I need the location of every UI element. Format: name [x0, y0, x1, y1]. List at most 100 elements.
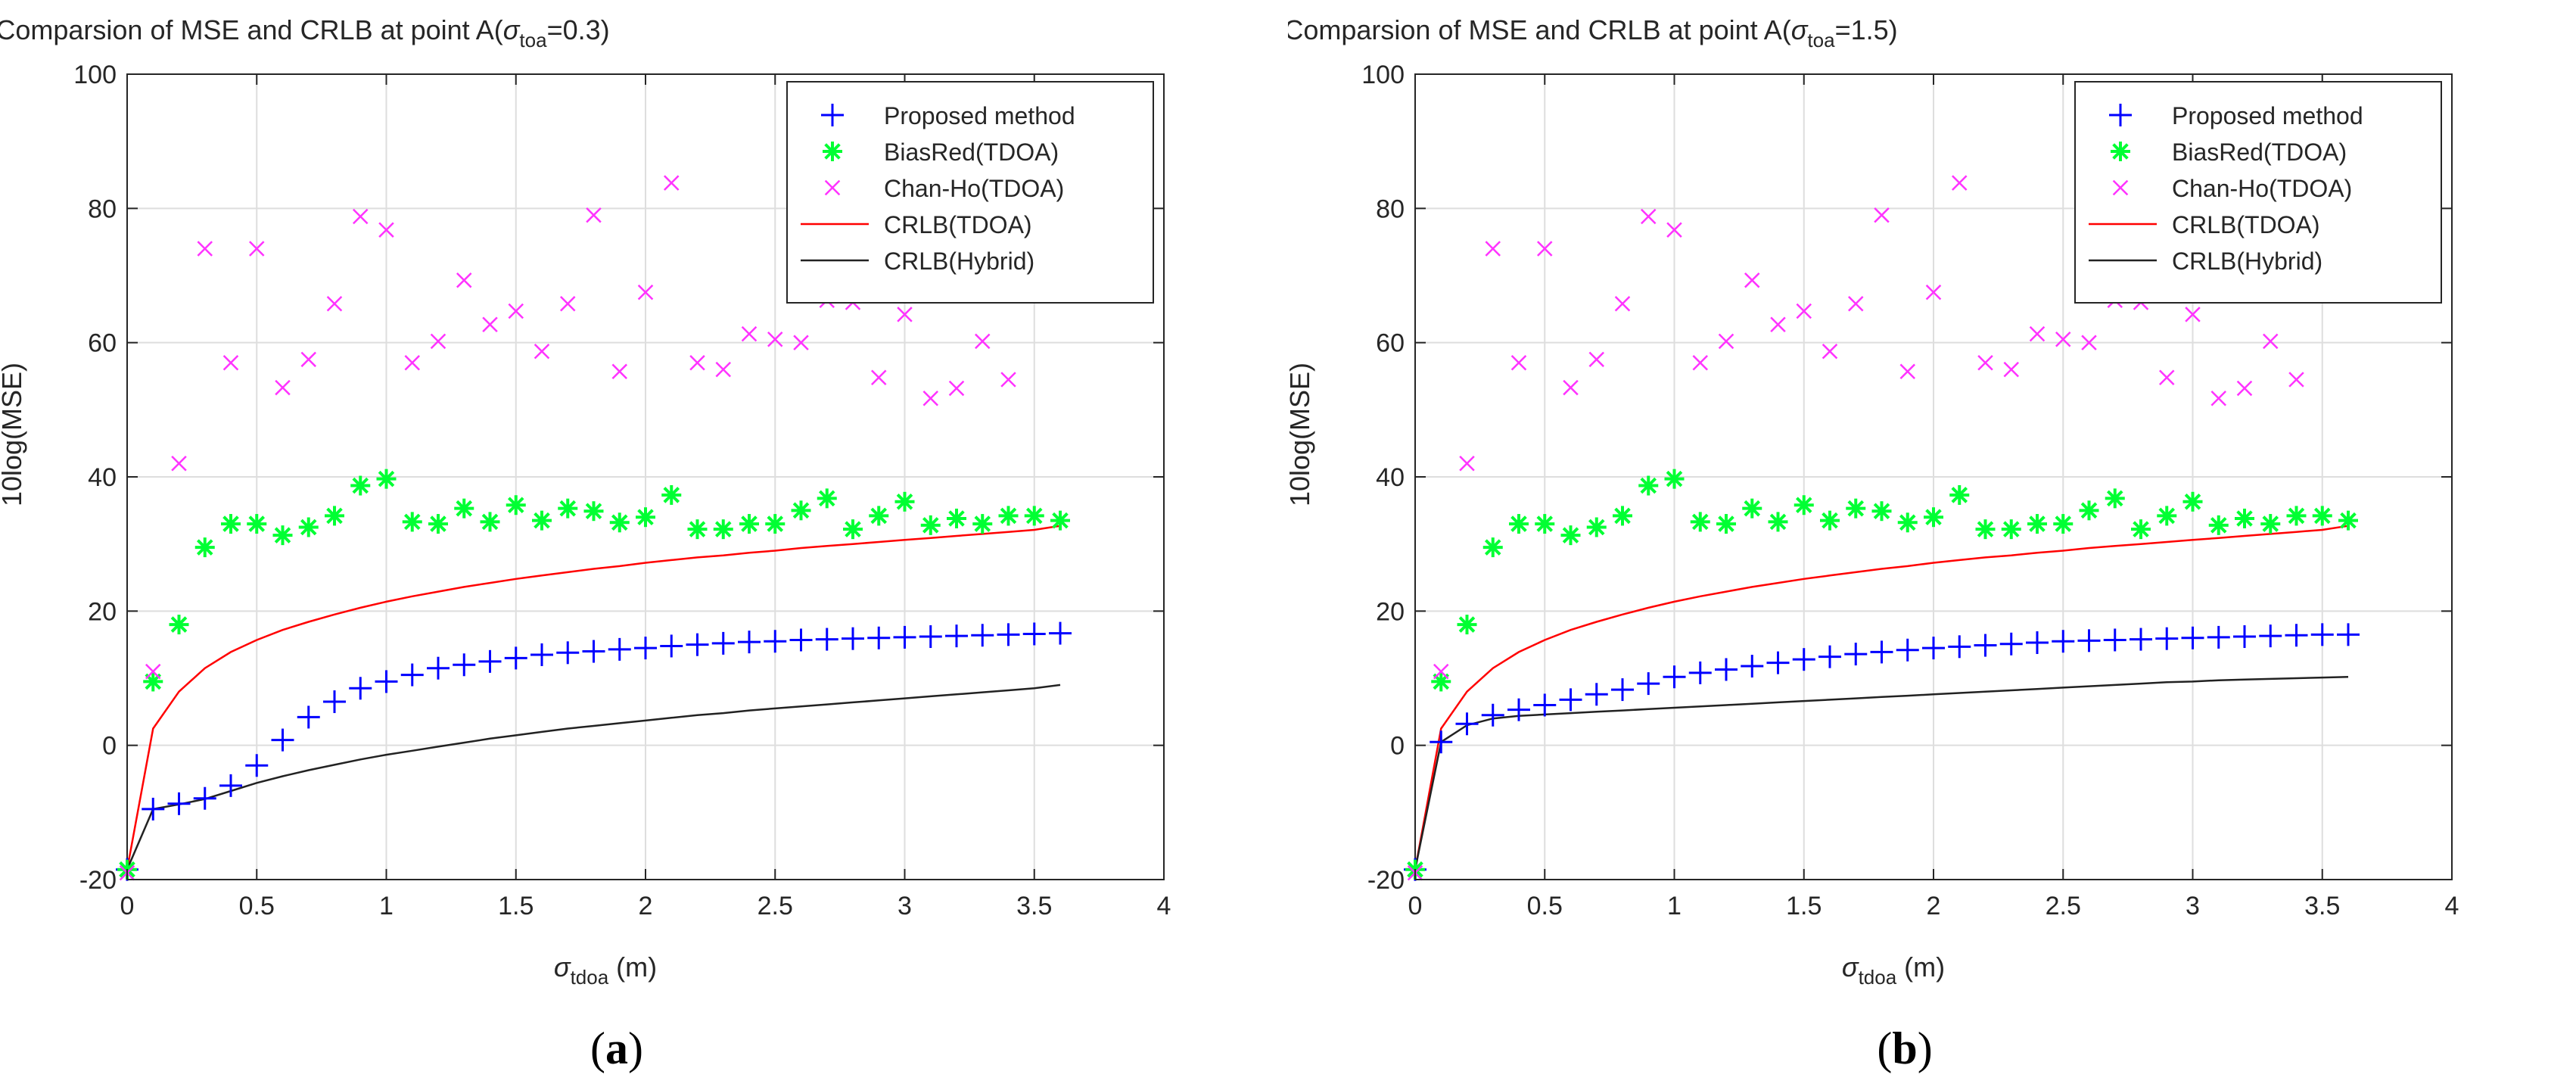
- point-biasred-tdoa: [376, 469, 397, 489]
- point-biasred-tdoa: [143, 671, 163, 692]
- legend-label: CRLB(TDOA): [884, 211, 1032, 238]
- point-proposed-method: [842, 627, 864, 650]
- point-biasred-tdoa: [1742, 498, 1762, 519]
- legend-marker-biasred-tdoa: [2111, 142, 2130, 161]
- point-biasred-tdoa: [221, 514, 241, 534]
- point-biasred-tdoa: [506, 495, 526, 515]
- point-proposed-method: [1585, 683, 1608, 706]
- point-chan-ho-tdoa: [300, 351, 316, 368]
- point-proposed-method: [297, 705, 320, 729]
- point-chan-ho-tdoa: [326, 295, 343, 312]
- point-proposed-method: [2337, 623, 2360, 646]
- point-chan-ho-tdoa: [222, 355, 239, 371]
- point-chan-ho-tdoa: [1588, 351, 1604, 368]
- point-biasred-tdoa: [454, 498, 474, 519]
- point-proposed-method: [919, 625, 942, 649]
- x-tick-label: 2.5: [758, 892, 793, 920]
- point-biasred-tdoa: [661, 484, 682, 505]
- point-proposed-method: [1611, 678, 1634, 702]
- point-biasred-tdoa: [1690, 512, 1710, 532]
- point-chan-ho-tdoa: [2029, 325, 2046, 342]
- point-chan-ho-tdoa: [637, 284, 654, 301]
- x-tick-label: 0: [120, 892, 135, 920]
- point-proposed-method: [2285, 624, 2308, 647]
- point-chan-ho-tdoa: [1744, 272, 1760, 288]
- point-proposed-method: [608, 637, 631, 661]
- point-proposed-method: [660, 634, 683, 658]
- x-tick-label: 1.5: [1786, 892, 1822, 920]
- point-chan-ho-tdoa: [197, 241, 213, 257]
- point-biasred-tdoa: [1716, 514, 1736, 534]
- point-chan-ho-tdoa: [1874, 207, 1890, 223]
- point-proposed-method: [1922, 637, 1945, 660]
- point-chan-ho-tdoa: [922, 391, 938, 406]
- point-proposed-method: [789, 628, 813, 652]
- point-chan-ho-tdoa: [2159, 369, 2175, 386]
- point-chan-ho-tdoa: [1537, 241, 1553, 257]
- point-proposed-method: [1741, 655, 1764, 678]
- point-chan-ho-tdoa: [611, 363, 627, 380]
- point-chan-ho-tdoa: [145, 663, 161, 680]
- point-proposed-method: [219, 774, 242, 797]
- point-biasred-tdoa: [1535, 514, 1555, 534]
- point-biasred-tdoa: [1482, 537, 1503, 558]
- point-chan-ho-tdoa: [430, 333, 446, 350]
- y-tick-label: 100: [73, 61, 117, 89]
- point-chan-ho-tdoa: [378, 222, 394, 238]
- point-biasred-tdoa: [765, 514, 786, 534]
- chart-panel-a: Comparsion of MSE and CRLB at point A(σt…: [0, 14, 1171, 1073]
- y-tick-label: 60: [1376, 329, 1405, 358]
- point-proposed-method: [2233, 625, 2256, 649]
- point-proposed-method: [245, 754, 269, 777]
- point-chan-ho-tdoa: [1614, 295, 1631, 312]
- chart-title: Comparsion of MSE and CRLB at point A(σt…: [0, 14, 610, 51]
- point-biasred-tdoa: [739, 514, 759, 534]
- point-biasred-tdoa: [2312, 506, 2332, 526]
- y-tick-label: 40: [88, 463, 117, 492]
- point-biasred-tdoa: [2260, 514, 2281, 534]
- point-proposed-method: [997, 623, 1020, 646]
- point-chan-ho-tdoa: [1485, 241, 1501, 257]
- point-biasred-tdoa: [350, 475, 371, 496]
- point-proposed-method: [867, 626, 891, 649]
- legend-box: [2074, 81, 2442, 304]
- point-biasred-tdoa: [1457, 615, 1477, 635]
- point-biasred-tdoa: [1768, 512, 1788, 532]
- x-tick-label: 1.5: [498, 892, 534, 920]
- point-chan-ho-tdoa: [2081, 335, 2097, 350]
- point-biasred-tdoa: [1431, 671, 1451, 692]
- point-proposed-method: [764, 630, 787, 653]
- y-tick-label: 100: [1361, 61, 1405, 89]
- point-chan-ho-tdoa: [1925, 284, 1942, 301]
- point-proposed-method: [1688, 661, 1712, 684]
- legend-box: [786, 81, 1154, 304]
- point-biasred-tdoa: [2208, 515, 2229, 535]
- y-tick-label: 40: [1376, 463, 1405, 492]
- point-proposed-method: [1766, 651, 1790, 674]
- point-biasred-tdoa: [972, 514, 993, 534]
- point-proposed-method: [2103, 628, 2126, 652]
- point-biasred-tdoa: [532, 510, 552, 531]
- point-proposed-method: [271, 728, 294, 752]
- point-proposed-method: [2052, 630, 2075, 653]
- point-proposed-method: [556, 641, 580, 665]
- point-chan-ho-tdoa: [897, 307, 913, 322]
- point-proposed-method: [2310, 623, 2334, 646]
- point-proposed-method: [1637, 672, 1660, 696]
- x-tick-label: 3.5: [2304, 892, 2340, 920]
- point-biasred-tdoa: [272, 525, 293, 546]
- point-chan-ho-tdoa: [560, 295, 576, 312]
- y-tick-label: 20: [1376, 597, 1405, 626]
- point-proposed-method: [1022, 622, 1046, 646]
- legend-marker-biasred-tdoa: [823, 142, 842, 161]
- x-tick-label: 0: [1408, 892, 1423, 920]
- point-proposed-method: [530, 643, 553, 666]
- point-chan-ho-tdoa: [275, 379, 291, 396]
- legend-marker-chan-ho-tdoa: [824, 179, 841, 196]
- point-chan-ho-tdoa: [171, 456, 187, 472]
- point-proposed-method: [1559, 688, 1582, 712]
- legend-label: Chan-Ho(TDOA): [884, 175, 1064, 202]
- point-proposed-method: [1896, 638, 1919, 662]
- point-chan-ho-tdoa: [767, 331, 783, 347]
- point-proposed-method: [2026, 631, 2049, 655]
